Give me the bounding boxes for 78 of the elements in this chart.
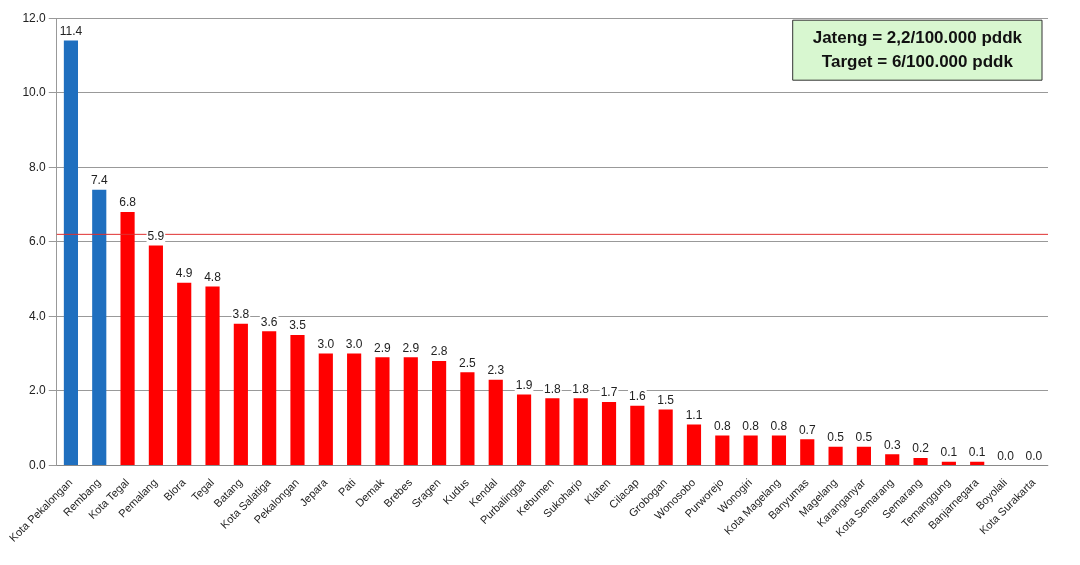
y-tick-label: 4.0 [29,308,47,323]
data-label: 3.0 [317,336,335,351]
data-label: 0.7 [798,422,816,437]
bar [885,454,900,465]
data-label: 1.5 [657,392,675,407]
annotation: Target = 6/100.000 pddk [821,51,1014,71]
bar [177,282,192,465]
bar [913,457,928,465]
bar [488,379,503,465]
data-label: 2.9 [374,340,392,355]
y-tick-label: 8.0 [29,159,47,174]
bar [148,245,163,465]
bar [715,435,730,465]
data-label: 3.0 [345,336,363,351]
data-label: 3.5 [289,318,307,333]
bar [290,334,305,465]
bar [375,357,390,465]
data-label: 1.8 [572,381,590,396]
data-label: 0.8 [770,418,788,433]
bar [233,323,248,465]
bar [970,461,985,465]
bar [800,439,815,465]
bar [347,353,362,465]
data-label: 1.6 [629,389,647,404]
bar [403,357,418,465]
data-label: 2.8 [430,344,448,359]
bar [941,461,956,465]
bar [205,286,220,465]
data-label: 3.6 [260,314,278,329]
data-label: 6.8 [119,195,137,210]
data-label: 0.0 [997,448,1015,463]
data-label: 4.9 [175,266,193,281]
bar [92,189,107,465]
bar [460,372,475,465]
data-label: 0.5 [855,430,873,445]
data-label: 3.8 [232,307,250,322]
data-label: 1.8 [544,381,562,396]
bar [856,446,871,465]
bar [686,424,702,465]
data-label: 4.8 [204,269,222,284]
bar [828,446,843,465]
data-label: 2.5 [459,355,477,370]
data-label: 0.5 [827,430,845,445]
data-label: 0.8 [742,418,760,433]
data-label: 2.9 [402,340,420,355]
bar [658,409,673,465]
y-tick-label: 6.0 [29,234,47,249]
data-label: 1.7 [600,385,618,400]
data-label: 0.2 [912,441,930,456]
y-tick-label: 10.0 [22,85,47,100]
data-label: 2.3 [487,363,505,378]
data-label: 0.0 [1025,448,1043,463]
bar [516,394,532,465]
data-label: 1.1 [685,407,703,422]
bar [630,405,645,465]
annotation: Jateng = 2,2/100.000 pddk [812,27,1023,47]
bar [120,212,135,465]
bar [432,361,447,465]
bar [318,353,333,465]
data-label: 0.1 [940,445,958,459]
y-tick-label: 12.0 [22,10,47,25]
bar [545,398,560,465]
bar [743,435,758,465]
y-tick-label: 0.0 [29,457,47,472]
data-label: 1.9 [515,377,533,392]
x-tick-label: Pati [335,476,358,499]
bar [63,40,79,465]
bar [262,331,277,465]
data-label: 0.1 [968,445,986,459]
data-label: 7.4 [90,172,108,187]
data-label: 11.4 [59,23,83,38]
bar [771,435,787,465]
data-label: 0.8 [713,418,731,433]
data-label: 0.3 [883,437,901,452]
bar [601,402,617,465]
y-tick-label: 2.0 [29,383,47,398]
data-label: 5.9 [147,228,165,243]
bar [573,398,588,465]
